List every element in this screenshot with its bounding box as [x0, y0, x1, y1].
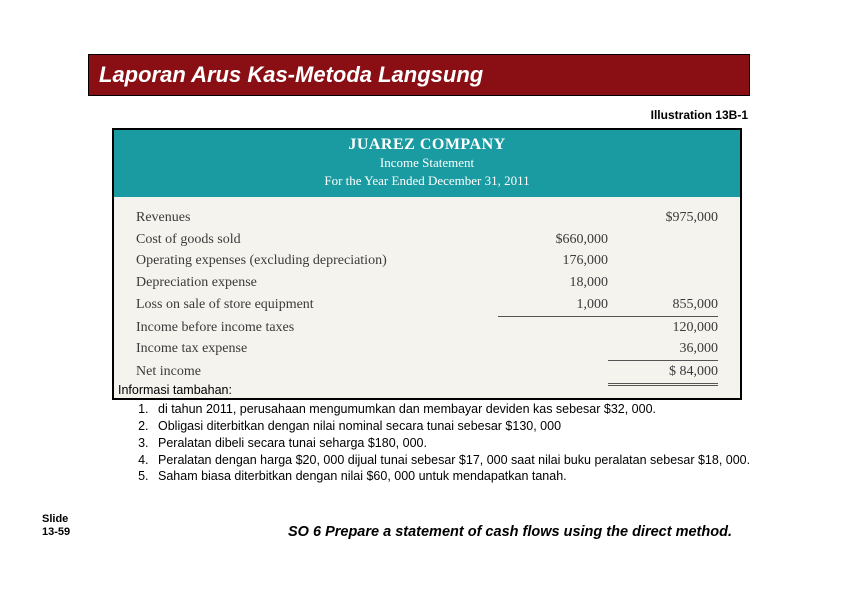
- col1: [498, 338, 608, 361]
- info-item: di tahun 2011, perusahaan mengumumkan da…: [152, 401, 758, 418]
- col2: [608, 272, 718, 294]
- title-bar: Laporan Arus Kas-Metoda Langsung: [88, 54, 750, 96]
- info-item: Saham biasa diterbitkan dengan nilai $60…: [152, 468, 758, 485]
- col1: [498, 317, 608, 339]
- label: Revenues: [136, 207, 498, 229]
- col1: 18,000: [498, 272, 608, 294]
- statement-title: Income Statement: [114, 154, 740, 172]
- row-depreciation: Depreciation expense 18,000: [136, 272, 718, 294]
- info-header: Informasi tambahan:: [118, 382, 758, 399]
- label: Depreciation expense: [136, 272, 498, 294]
- col1: 1,000: [498, 294, 608, 317]
- income-statement-figure: JUAREZ COMPANY Income Statement For the …: [112, 128, 742, 400]
- page-title: Laporan Arus Kas-Metoda Langsung: [99, 62, 483, 88]
- label: Income before income taxes: [136, 317, 498, 339]
- info-item: Obligasi diterbitkan dengan nilai nomina…: [152, 418, 758, 435]
- illustration-label: Illustration 13B-1: [651, 108, 748, 122]
- col2: 855,000: [608, 294, 718, 317]
- label: Loss on sale of store equipment: [136, 294, 498, 317]
- col2: 120,000: [608, 317, 718, 339]
- row-tax: Income tax expense 36,000: [136, 338, 718, 361]
- col1: [498, 207, 608, 229]
- info-item: Peralatan dibeli secara tunai seharga $1…: [152, 435, 758, 452]
- statement-period: For the Year Ended December 31, 2011: [114, 172, 740, 190]
- slide-word: Slide: [42, 513, 68, 525]
- col2: $975,000: [608, 207, 718, 229]
- col2: [608, 250, 718, 272]
- label: Operating expenses (excluding depreciati…: [136, 250, 498, 272]
- row-opex: Operating expenses (excluding depreciati…: [136, 250, 718, 272]
- info-item: Peralatan dengan harga $20, 000 dijual t…: [152, 452, 758, 469]
- col1: $660,000: [498, 229, 608, 251]
- col2: [608, 229, 718, 251]
- info-list: di tahun 2011, perusahaan mengumumkan da…: [118, 401, 758, 485]
- additional-info: Informasi tambahan: di tahun 2011, perus…: [118, 382, 758, 485]
- figure-body: Revenues $975,000 Cost of goods sold $66…: [114, 197, 740, 398]
- label: Cost of goods sold: [136, 229, 498, 251]
- row-revenues: Revenues $975,000: [136, 207, 718, 229]
- col2: 36,000: [608, 338, 718, 361]
- row-income-before-tax: Income before income taxes 120,000: [136, 317, 718, 339]
- figure-header: JUAREZ COMPANY Income Statement For the …: [114, 130, 740, 197]
- slide-num-value: 13-59: [42, 526, 70, 538]
- col1: 176,000: [498, 250, 608, 272]
- study-objective: SO 6 Prepare a statement of cash flows u…: [260, 524, 760, 540]
- label: Income tax expense: [136, 338, 498, 361]
- row-cogs: Cost of goods sold $660,000: [136, 229, 718, 251]
- row-loss: Loss on sale of store equipment 1,000 85…: [136, 294, 718, 317]
- slide-number: Slide 13-59: [42, 513, 70, 541]
- company-name: JUAREZ COMPANY: [114, 136, 740, 154]
